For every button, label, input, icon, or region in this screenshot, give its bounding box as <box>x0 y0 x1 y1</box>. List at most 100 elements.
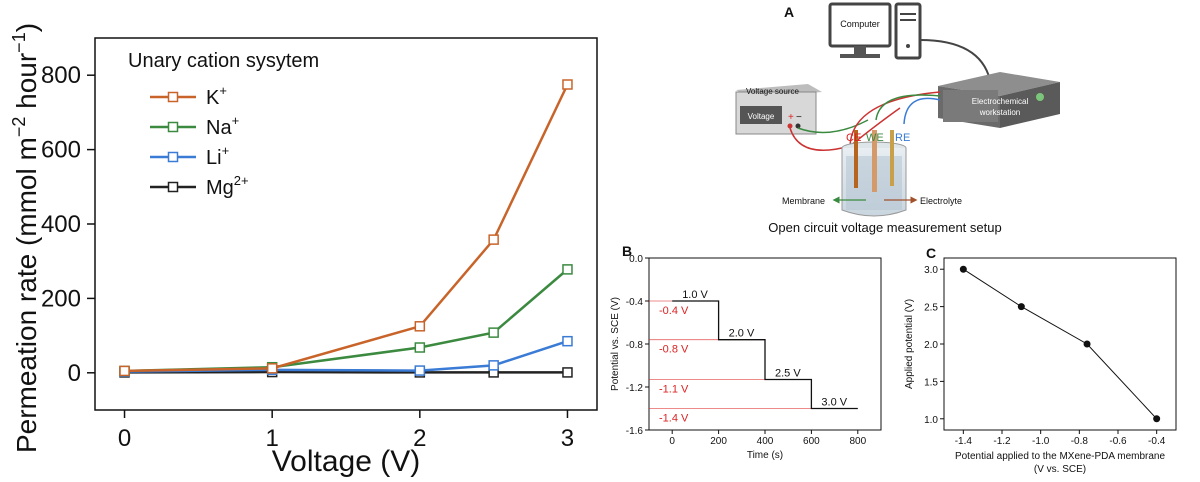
legend-label-li: Li+ <box>206 143 229 169</box>
workstation-status-icon <box>1036 93 1044 101</box>
panel-c-xtick-label: -0.4 <box>1148 436 1166 447</box>
panel-b-xtick-label: 0 <box>669 436 675 447</box>
panel-b-step-label: 1.0 V <box>682 289 708 301</box>
data-point-na <box>414 342 426 353</box>
legend-label-charge: 2+ <box>234 173 249 188</box>
panel-c-point <box>1083 340 1091 348</box>
panel-b-xtick-label: 400 <box>757 436 774 447</box>
panel-c-point <box>1017 303 1025 311</box>
main-xtick-label: 2 <box>413 425 426 452</box>
panel-b-level-label: -1.4 V <box>659 413 689 425</box>
panel-c-axes: -1.4 -1.2 -1.0 -0.8 -0.6 -0.4 1.0 1.5 2.0 2.5 3.0 <box>924 265 1166 447</box>
main-ytick-label: 0 <box>68 360 81 387</box>
legend-marker-mg <box>167 181 179 193</box>
we-label: WE <box>866 132 884 144</box>
panel-c: C -1.4 -1.2 -1.0 -0.8 -0.6 -0.4 1.0 1.5 2.0 2.5 3.… <box>904 245 1177 475</box>
data-point-k <box>414 321 426 332</box>
legend: K+Na+Li+Mg2+ <box>150 83 249 199</box>
re-label: RE <box>895 132 910 144</box>
main-ytick-label: 600 <box>41 137 81 164</box>
panel-b-step-label: 2.0 V <box>729 328 755 340</box>
main-ylabel: Permeation rate (mmol m−2 hour−1) <box>9 23 42 453</box>
panel-c-xlabel-line2: (V vs. SCE) <box>1034 464 1086 475</box>
panel-c-point <box>959 265 967 273</box>
legend-marker-li <box>167 151 179 163</box>
workstation-box: Electrochemical workstation <box>938 72 1060 128</box>
computer-label: Computer <box>840 19 880 29</box>
panel-b-xtick-label: 800 <box>849 436 866 447</box>
legend-label-k: K+ <box>206 83 227 109</box>
panel-c-point <box>1153 415 1161 423</box>
panel-b-ytick-label: 0.0 <box>629 254 643 265</box>
voltage-source-label: Voltage source <box>746 87 799 96</box>
membrane-label: Membrane <box>782 196 825 206</box>
main-ytick-label: 200 <box>41 285 81 312</box>
legend-label-symbol: Li <box>206 147 222 169</box>
computer-icon: Computer <box>828 2 922 60</box>
panel-c-xtick-label: -0.8 <box>1071 436 1089 447</box>
series-line-na <box>124 268 569 373</box>
main-xtick-label: 0 <box>118 425 131 452</box>
panel-b: B 0 200 400 600 800 0.0 -0.4 -0.8 -1.2 -1.6 -0.4 … <box>610 243 882 461</box>
main-ylabel-exp2: −1 <box>9 32 29 53</box>
panel-c-ytick-label: 1.0 <box>924 415 938 426</box>
panel-c-xtick-label: -1.0 <box>1032 436 1050 447</box>
panel-c-xtick-label: -0.6 <box>1109 436 1127 447</box>
legend-label-symbol: K <box>206 87 220 109</box>
panel-c-series <box>959 265 1161 423</box>
panel-c-xtick-label: -1.2 <box>993 436 1011 447</box>
legend-marker-k <box>167 91 179 103</box>
panel-c-line <box>963 268 1158 420</box>
data-point-li <box>414 365 426 376</box>
main-ylabel-prefix: Permeation rate (mmol m <box>11 137 42 453</box>
panel-b-level-label: -1.1 V <box>659 383 689 395</box>
data-point-k <box>488 234 499 245</box>
panel-b-xlabel: Time (s) <box>747 450 783 461</box>
panel-b-ylabel: Potential vs. SCE (V) <box>610 297 621 391</box>
main-ylabel-mid: hour <box>11 53 42 117</box>
main-ylabel-exp1: −2 <box>9 117 29 138</box>
main-ytick-label: 400 <box>41 211 81 238</box>
panel-b-level-label: -0.8 V <box>659 344 689 356</box>
panel-c-frame <box>943 257 1177 431</box>
panel-b-ytick-label: -1.6 <box>626 426 644 437</box>
voltage-source-box: Voltage source Voltage + − <box>735 84 822 135</box>
plus-terminal: + <box>788 112 794 123</box>
main-axes: 0 1 2 3 0 200 400 600 800 <box>41 62 574 452</box>
main-xtick-label: 1 <box>265 425 278 452</box>
data-point-k <box>562 79 573 90</box>
panel-c-letter: C <box>926 245 936 261</box>
panel-a-letter: A <box>784 4 794 20</box>
data-point-k <box>119 365 130 377</box>
data-point-li <box>562 335 573 347</box>
ce-label: CE <box>846 132 861 144</box>
legend-label-charge: + <box>232 113 240 128</box>
data-point-na <box>562 264 573 275</box>
panel-a-caption: Open circuit voltage measurement setup <box>768 220 1001 235</box>
main-ylabel-suffix: ) <box>11 23 42 32</box>
legend-label-charge: + <box>222 143 230 158</box>
panel-b-series: -0.4 V 1.0 V -0.8 V 2.0 V -1.1 V 2.5 V -1.4 V 3… <box>649 289 858 425</box>
panel-c-xtick-label: -1.4 <box>955 436 973 447</box>
beaker <box>841 130 907 217</box>
panel-b-step-line <box>672 300 858 410</box>
panel-c-ytick-label: 2.0 <box>924 340 938 351</box>
data-point-na <box>488 327 499 338</box>
main-xlabel: Voltage (V) <box>272 445 420 478</box>
electrolyte-label: Electrolyte <box>920 196 962 206</box>
legend-label-symbol: Na <box>206 117 232 139</box>
panel-c-ytick-label: 2.5 <box>924 303 938 314</box>
legend-label-mg: Mg2+ <box>206 173 249 199</box>
legend-label-na: Na+ <box>206 113 239 139</box>
panel-c-ytick-label: 1.5 <box>924 377 938 388</box>
legend-label-symbol: Mg <box>206 177 234 199</box>
panel-a: A Computer Electrochemical workstation <box>735 2 1060 235</box>
main-series <box>119 79 573 378</box>
minus-terminal: − <box>796 112 802 123</box>
voltage-label: Voltage <box>748 112 775 121</box>
panel-b-step-label: 3.0 V <box>821 397 847 409</box>
panel-c-ylabel: Applied potential (V) <box>904 299 915 389</box>
workstation-label-2: workstation <box>979 108 1020 117</box>
legend-marker-na <box>167 121 179 133</box>
